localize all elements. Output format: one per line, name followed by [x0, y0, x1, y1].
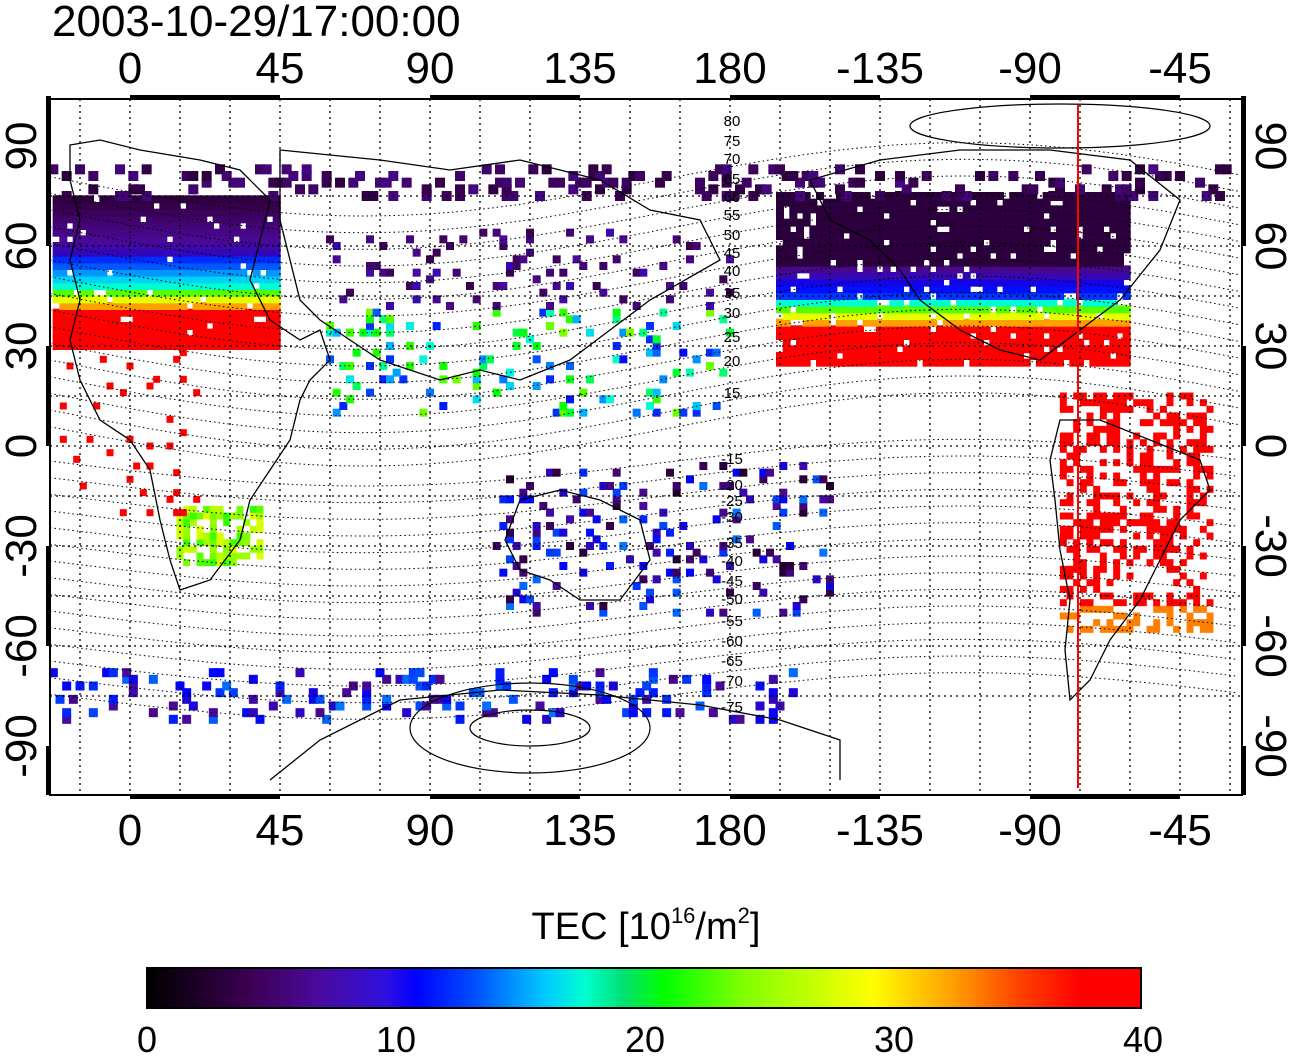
tec-data-cells	[50, 164, 1232, 724]
lat-lon-grid	[50, 99, 1242, 795]
right-tick-label: -30	[1246, 514, 1292, 578]
contour-label: -70	[721, 673, 743, 690]
contour-label: 70	[724, 151, 741, 168]
right-tick-label: 0	[1246, 434, 1292, 458]
top-tick-label: -135	[836, 44, 924, 93]
colorbar-tick-label: 30	[873, 1019, 915, 1060]
bottom-tick-label: 0	[118, 806, 142, 855]
contour-label: 55	[724, 207, 741, 224]
contour-label: 65	[724, 171, 741, 188]
left-tick-label: 30	[0, 322, 46, 371]
contour-label: -35	[721, 535, 743, 552]
contour-label: -40	[721, 553, 743, 570]
bottom-tick-label: -45	[1148, 806, 1212, 855]
contour-label: 20	[724, 353, 741, 370]
top-tick-label: 45	[256, 44, 305, 93]
map-title: 2003-10-29/17:00:00	[52, 0, 461, 46]
frame-bars	[46, 95, 1246, 799]
contour-label: -65	[721, 653, 743, 670]
contour-labels: 8075706560555045403530252015-15-20-25-30…	[721, 113, 743, 716]
left-tick-label: -30	[0, 514, 46, 578]
contour-label: -75	[721, 699, 743, 716]
colorbar	[146, 967, 1142, 1009]
bottom-tick-label: -135	[836, 806, 924, 855]
left-tick-label: -90	[0, 714, 46, 778]
top-tick-label: 90	[406, 44, 455, 93]
contour-label: 45	[724, 245, 741, 262]
bottom-tick-label: 45	[256, 806, 305, 855]
contour-label: 40	[724, 263, 741, 280]
left-tick-label: -60	[0, 614, 46, 678]
colorbar-tick-label: 20	[624, 1019, 666, 1060]
bottom-tick-label: -90	[998, 806, 1062, 855]
axis-tick-labels: 0 45 90 135 180 -135 -90 -450 45 90 135 180 -135 -90-…	[0, 44, 1292, 855]
colorbar-title: TEC [1016/m2]	[531, 903, 761, 949]
contour-label: -30	[721, 509, 743, 526]
contour-label: 75	[724, 133, 741, 150]
contour-label: 35	[724, 285, 741, 302]
top-tick-label: 180	[693, 44, 766, 93]
top-tick-label: -45	[1148, 44, 1212, 93]
contour-label: -60	[721, 633, 743, 650]
contour-label: -25	[721, 493, 743, 510]
colorbar-tick-label: 10	[375, 1019, 417, 1060]
bottom-tick-label: 180	[693, 806, 766, 855]
contour-label: -50	[721, 591, 743, 608]
plot-frame	[49, 98, 1243, 796]
bottom-tick-label: 135	[543, 806, 616, 855]
colorbar-tick-label: 40	[1122, 1019, 1164, 1060]
contour-label: 80	[724, 113, 741, 130]
colorbar-tick-label: 0	[136, 1019, 158, 1060]
left-tick-label: 0	[0, 434, 46, 458]
contour-label: 60	[724, 189, 741, 206]
contour-label: 30	[724, 305, 741, 322]
contour-label: -45	[721, 573, 743, 590]
left-tick-label: 90	[0, 122, 46, 171]
right-tick-label: -60	[1246, 614, 1292, 678]
top-tick-label: 135	[543, 44, 616, 93]
right-tick-label: 90	[1246, 122, 1292, 171]
contour-label: -55	[721, 613, 743, 630]
contour-label: 25	[724, 329, 741, 346]
right-tick-label: -90	[1246, 714, 1292, 778]
contour-label: -15	[721, 451, 743, 468]
tec-map: 8075706560555045403530252015-15-20-25-30…	[0, 44, 1292, 855]
magnetic-latitude-contours	[50, 142, 1239, 720]
top-tick-label: -90	[998, 44, 1062, 93]
contour-label: -20	[721, 477, 743, 494]
left-tick-label: 60	[0, 222, 46, 271]
contour-label: 50	[724, 227, 741, 244]
top-tick-label: 0	[118, 44, 142, 93]
right-tick-label: 30	[1246, 322, 1292, 371]
bottom-tick-label: 90	[406, 806, 455, 855]
coastlines	[69, 103, 1211, 781]
contour-label: 15	[724, 385, 741, 402]
right-tick-label: 60	[1246, 222, 1292, 271]
